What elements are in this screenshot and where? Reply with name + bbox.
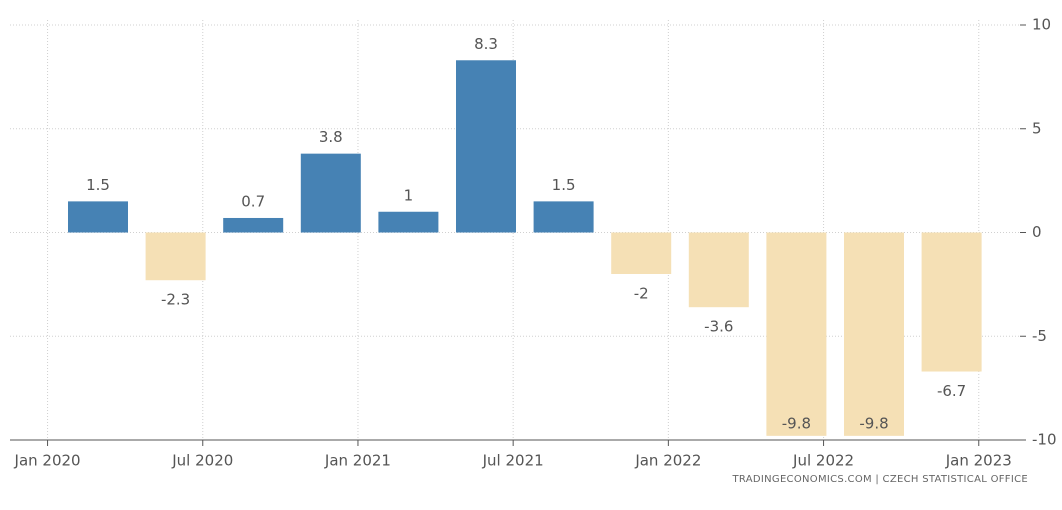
bar [223, 217, 284, 233]
source: TRADINGECONOMICS.COM | CZECH STATISTICAL… [731, 474, 1028, 485]
bar [68, 201, 128, 233]
bar [844, 232, 904, 436]
value-label: 1 [404, 186, 414, 204]
x-tick-label: Jan 2023 [945, 452, 1012, 470]
y-tick-label: 10 [1032, 16, 1051, 34]
bar [921, 232, 982, 372]
x-tick-label: Jan 2020 [14, 452, 81, 470]
bar [688, 232, 749, 308]
y-tick-label: 0 [1032, 223, 1042, 241]
value-label: 1.5 [552, 176, 576, 194]
bar [300, 153, 361, 233]
value-label: 0.7 [241, 192, 265, 210]
x-tick-label: Jul 2022 [792, 452, 854, 470]
value-label: 1.5 [86, 176, 110, 194]
bar [766, 232, 827, 436]
value-label: -3.6 [704, 318, 733, 336]
bar [611, 232, 672, 274]
x-tick-label: Jan 2021 [324, 452, 391, 470]
value-label: -2.3 [161, 291, 190, 309]
x-tick-label: Jul 2020 [171, 452, 233, 470]
value-label: -6.7 [937, 382, 966, 400]
x-tick-label: Jul 2021 [482, 452, 544, 470]
bar [533, 201, 594, 233]
value-label: -2 [634, 285, 649, 303]
bar [145, 232, 206, 281]
bar [456, 60, 516, 233]
x-tick-label: Jan 2022 [634, 452, 701, 470]
y-tick-label: 5 [1032, 119, 1042, 137]
y-tick-label: -5 [1032, 327, 1047, 345]
value-label: -9.8 [859, 415, 888, 433]
value-label: -9.8 [782, 415, 811, 433]
value-label: 3.8 [319, 128, 343, 146]
y-tick-label: -10 [1032, 431, 1057, 449]
value-label: 8.3 [474, 35, 498, 53]
bar [378, 211, 439, 233]
